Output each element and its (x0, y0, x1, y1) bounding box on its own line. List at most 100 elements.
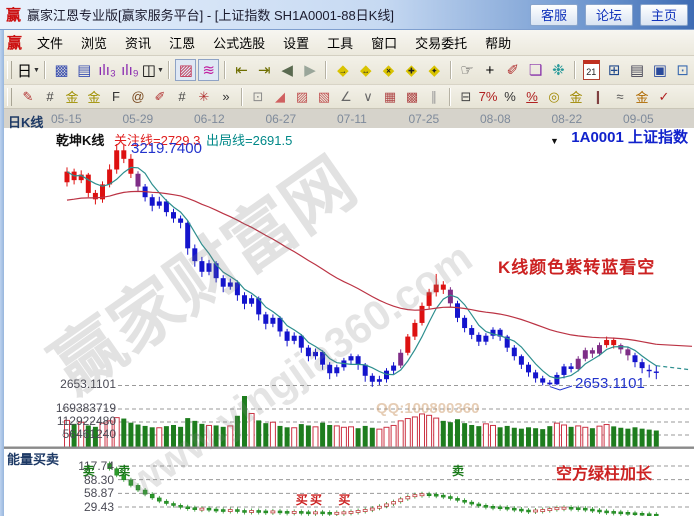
chart-window-icon[interactable]: ▩ (54, 62, 69, 79)
angle-check-icon[interactable]: ✓ (658, 88, 670, 104)
fibonacci-f-icon[interactable]: F (112, 89, 120, 104)
golden-circle-icon[interactable]: ◎ (548, 88, 560, 104)
forum-button[interactable]: 论坛 (584, 3, 633, 26)
toolbar-separator (449, 61, 452, 79)
home-button[interactable]: 主页 (639, 3, 688, 26)
shade-box-icon[interactable]: ▧ (317, 88, 331, 104)
window-frame-left (0, 30, 4, 516)
tab-daily-kline[interactable]: 日K线 (8, 115, 44, 130)
mark-note-icon[interactable]: ❏ (528, 62, 543, 79)
fan-lines-icon[interactable]: ◢ (275, 88, 285, 104)
next-icon[interactable]: ▶ (304, 62, 316, 79)
menu-item-8[interactable]: 交易委托 (415, 36, 468, 51)
draw-ruler-icon[interactable]: ✐ (154, 88, 166, 104)
date-axis-label: 05-15 (51, 112, 82, 126)
kline-chart[interactable] (0, 109, 694, 516)
menu-item-2[interactable]: 资讯 (125, 36, 152, 51)
period-day-button[interactable]: 日 ▼ (17, 62, 40, 80)
windows-icon[interactable]: ⊡ (676, 62, 689, 79)
menu-item-4[interactable]: 公式选股 (213, 36, 266, 51)
draw-pencil-icon[interactable]: ✎ (22, 88, 34, 104)
menu-item-6[interactable]: 工具 (327, 36, 354, 51)
menu-item-5[interactable]: 设置 (283, 36, 310, 51)
color-chart-icon[interactable]: ≋ (198, 59, 220, 81)
angle-lines-icon[interactable]: ∠ (340, 88, 352, 104)
percent-lines-icon[interactable]: % (526, 89, 538, 104)
calculator-icon[interactable]: ⊞ (607, 62, 621, 79)
percent7-icon[interactable]: 7% (478, 89, 498, 104)
date-axis-label: 07-25 (408, 112, 440, 126)
percent-icon[interactable]: % (504, 89, 516, 104)
star-burst-icon[interactable]: ✳ (198, 88, 210, 104)
grid-lines-icon[interactable]: # (46, 89, 54, 104)
more-tools-button[interactable]: » (222, 89, 230, 104)
low-price-label: 2653.1101 (575, 375, 645, 392)
fan-box-icon[interactable]: ▨ (295, 88, 309, 104)
indicator-axis-tick: 29.43 (83, 500, 114, 514)
prev-icon[interactable]: ◀ (281, 62, 293, 79)
menu-item-7[interactable]: 窗口 (371, 36, 398, 51)
buy-signal-label: 买 (338, 493, 351, 507)
dense-grid-icon[interactable]: ▦ (383, 88, 397, 104)
last-page-icon[interactable]: ⇥ (258, 62, 271, 79)
measure-icon[interactable]: ❙ (592, 88, 604, 104)
wave-icon[interactable]: ≈ (616, 89, 624, 104)
titlebar-buttons: 客服 论坛 主页 (523, 3, 688, 26)
golden-grid-icon[interactable]: 金 (65, 90, 79, 105)
qiankun-kline-icon[interactable]: ▨ (175, 59, 197, 81)
sell-signal-label: 卖 (452, 464, 465, 478)
service-button[interactable]: 客服 (529, 3, 578, 26)
calendar-page: 21 (582, 60, 600, 80)
info-panel-icon[interactable]: ▤ (77, 62, 92, 79)
first-page-icon[interactable]: ⇤ (235, 62, 248, 79)
toolbar-separator (573, 61, 576, 79)
chart-area: 日K线 乾坤K线 关注线=2729.3 出局线=2691.5 ▼ 1A0001 … (0, 109, 694, 516)
golden-levels-icon[interactable]: 金 (569, 90, 583, 105)
spiral-icon[interactable]: @ (131, 89, 145, 104)
chevron-down-icon[interactable]: ▼ (550, 136, 559, 146)
instrument-corner-label[interactable]: 1A0001 上证指数 (571, 129, 688, 146)
exit-line-label: 出局线=2691.5 (206, 133, 293, 148)
pan-hand-icon[interactable]: ☞ (460, 62, 474, 79)
pattern-icon[interactable]: ❉ (552, 62, 565, 79)
crosshair-icon[interactable]: + (485, 61, 495, 79)
menu-item-9[interactable]: 帮助 (485, 36, 512, 51)
main-toolbar: 日 ▼ ▩ ▤ ılı₃ ılı₉ ◫ ▼ ▨ ≋ ⇤ ⇥ ◀ ▶ ◆ → ◆ ↔ ◆ × ◆ ✚ ◆ ✦ ☞ + ✐ ❏ ❉ 21 ⊞ ▤ ▣… (0, 56, 694, 85)
price-scale-icon[interactable]: ⊟ (460, 88, 472, 104)
save-icon[interactable]: ▣ (652, 62, 667, 79)
golden-grid2-icon[interactable]: 金 (87, 90, 101, 105)
gann-center-icon[interactable]: ◆ ✦ (428, 62, 441, 79)
calendar-icon[interactable]: 21 (581, 59, 602, 81)
erase-line-icon[interactable]: ✐ (506, 62, 520, 79)
sell-signal-label: 卖 (118, 464, 131, 478)
toolbar-separator (224, 61, 227, 79)
toolbar-handle[interactable] (7, 87, 12, 106)
candle-style-button[interactable]: ◫ ▼ (141, 62, 164, 79)
buy-signal-label: 买 (295, 493, 308, 507)
dropdown-arrow-icon[interactable]: ▼ (33, 66, 40, 74)
gann-horizontal-icon[interactable]: ◆ ↔ (359, 62, 372, 79)
hash-icon[interactable]: # (178, 89, 186, 104)
icon-overlay: ✚ (408, 66, 415, 76)
menu-item-1[interactable]: 浏览 (81, 36, 108, 51)
box-tool-icon[interactable]: ⊡ (252, 88, 264, 104)
gann-cross-icon[interactable]: ◆ × (382, 62, 395, 79)
notes-icon[interactable]: ▤ (629, 62, 645, 79)
menu-logo-icon: 赢 (7, 35, 23, 52)
icon-overlay: × (386, 66, 391, 76)
slant-lines-icon[interactable]: ∥ (430, 88, 438, 104)
toolbar-handle[interactable] (7, 61, 12, 79)
gann-right-icon[interactable]: ◆ → (337, 62, 349, 79)
date-axis-label: 09-05 (623, 112, 654, 126)
bars-9-icon[interactable]: ılı₉ (121, 61, 139, 79)
dense-grid2-icon[interactable]: ▩ (405, 88, 419, 104)
gann-plus-icon[interactable]: ◆ ✚ (405, 62, 418, 79)
dropdown-arrow-icon[interactable]: ▼ (156, 66, 164, 74)
menu-item-3[interactable]: 江恩 (169, 36, 196, 51)
toolbar-separator (43, 61, 46, 79)
golden-band-icon[interactable]: 金 (635, 90, 649, 105)
title-bar: 赢 赢家江恩专业版[赢家服务平台] - [上证指数 SH1A0001-88日K线… (0, 0, 694, 30)
v-lines-icon[interactable]: ∨ (363, 88, 373, 104)
menu-item-0[interactable]: 文件 (37, 36, 64, 51)
bars-3-icon[interactable]: ılı₃ (98, 61, 116, 79)
